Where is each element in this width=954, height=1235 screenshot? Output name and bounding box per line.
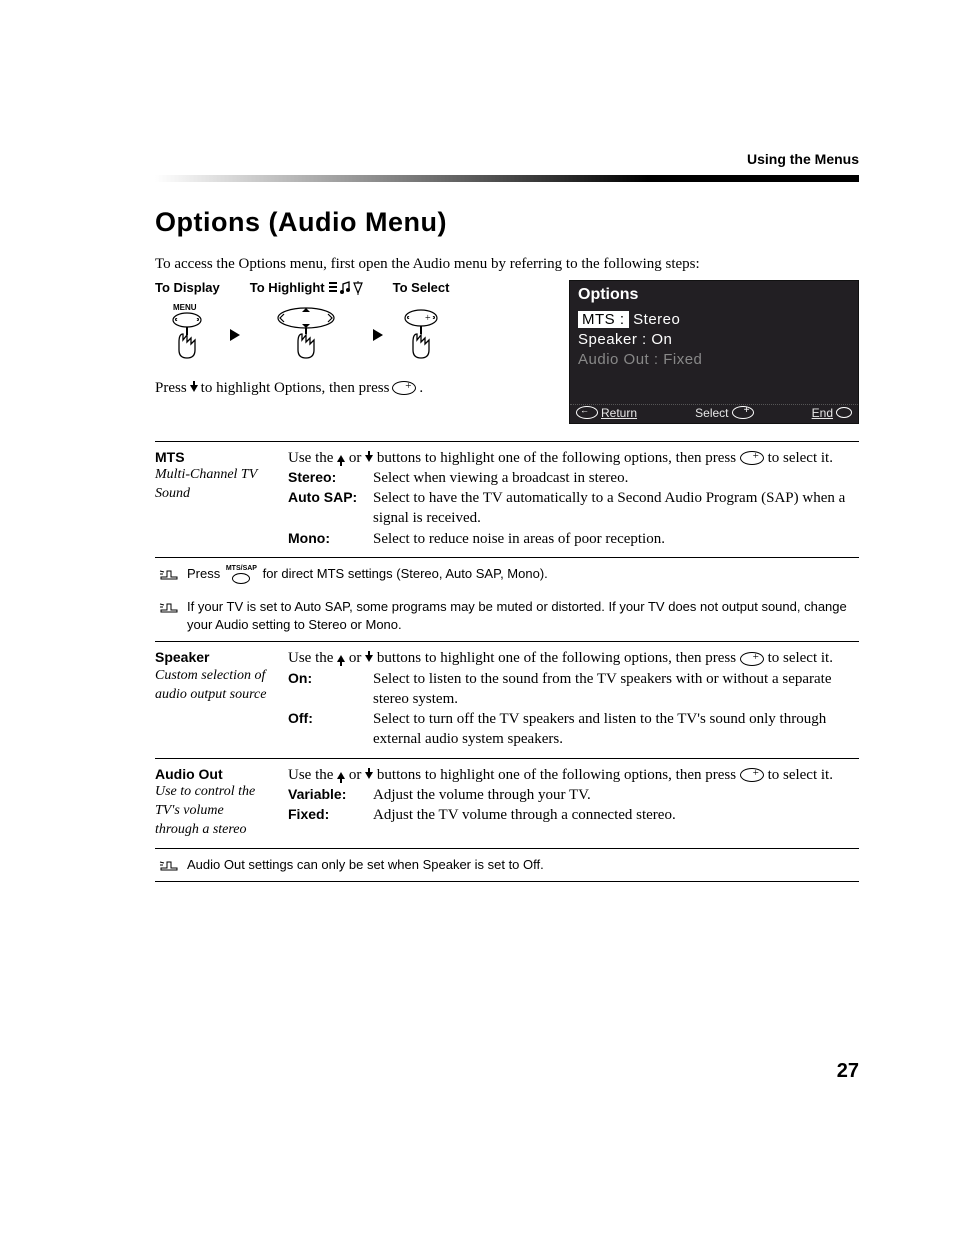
down-arrow-icon (190, 385, 198, 392)
return-icon (576, 406, 598, 419)
note-autosap-warning: If your TV is set to Auto SAP, some prog… (155, 591, 859, 642)
rocker-hand-icon (266, 302, 346, 364)
mts-heading: MTS (155, 448, 270, 467)
osd-select: Select (695, 405, 753, 421)
page-title: Options (Audio Menu) (155, 204, 859, 240)
intro-text: To access the Options menu, first open t… (155, 254, 859, 274)
step-highlight-label: To Highlight (250, 279, 363, 297)
audioout-opt-variable: Variable: Adjust the volume through your… (288, 785, 859, 805)
speaker-opt-on: On: Select to listen to the sound from t… (288, 669, 859, 710)
select-button-icon (392, 381, 416, 395)
up-arrow-icon (337, 455, 345, 462)
manual-page: Using the Menus Options (Audio Menu) To … (0, 0, 954, 1235)
osd-bottom-bar: Return Select End (570, 404, 858, 423)
down-arrow-icon (365, 772, 373, 779)
section-mts: MTS Multi-Channel TV Sound Use the or bu… (155, 441, 859, 557)
mts-subheading: Multi-Channel TV Sound (155, 466, 270, 504)
mts-opt-stereo: Stereo: Select when viewing a broadcast … (288, 468, 859, 488)
note-hand-icon (159, 567, 179, 581)
arrow-icon (230, 323, 240, 347)
osd-row-speaker: Speaker : On (578, 330, 850, 350)
speaker-lead: Use the or buttons to highlight one of t… (288, 648, 859, 668)
step-highlight: To Highlight (250, 279, 363, 365)
header-section-label: Using the Menus (155, 150, 859, 169)
step-select: To Select + (393, 279, 450, 365)
section-audioout: Audio Out Use to control the TV's volume… (155, 758, 859, 849)
arrow-icon (373, 323, 383, 347)
speaker-heading: Speaker (155, 648, 270, 667)
section-speaker: Speaker Custom selection of audio output… (155, 642, 859, 757)
note-hand-icon (159, 600, 179, 614)
up-arrow-icon (337, 772, 345, 779)
mts-lead: Use the or buttons to highlight one of t… (288, 448, 859, 468)
osd-return: Return (576, 405, 637, 421)
osd-title: Options (578, 284, 850, 306)
down-arrow-icon (365, 455, 373, 462)
select-button-icon (740, 768, 764, 782)
note-mts-direct: Press MTS/SAP for direct MTS settings (S… (155, 557, 859, 591)
osd-end: End (812, 405, 852, 421)
audioout-subheading: Use to control the TV's volume through a… (155, 783, 270, 840)
step-display: To Display MENU (155, 279, 220, 365)
audioout-opt-fixed: Fixed: Adjust the TV volume through a co… (288, 805, 859, 825)
note-audioout-condition: Audio Out settings can only be set when … (155, 848, 859, 882)
note-hand-icon (159, 858, 179, 872)
osd-row-audioout: Audio Out : Fixed (578, 350, 850, 370)
step-display-label: To Display (155, 279, 220, 297)
speaker-opt-off: Off: Select to turn off the TV speakers … (288, 709, 859, 750)
mts-sap-button-icon: MTS/SAP (226, 565, 257, 584)
select-icon (732, 406, 754, 419)
audio-menu-icon (329, 279, 363, 297)
end-icon (836, 407, 852, 418)
mts-opt-mono: Mono: Select to reduce noise in areas of… (288, 529, 859, 549)
up-arrow-icon (337, 655, 345, 662)
select-button-icon (740, 451, 764, 465)
osd-row-mts: MTS : Stereo (578, 310, 850, 330)
audioout-heading: Audio Out (155, 765, 270, 784)
press-hand-icon: + (395, 302, 447, 364)
header-gradient-bar (155, 175, 859, 182)
svg-text:MENU: MENU (173, 303, 197, 312)
svg-text:+: + (425, 313, 431, 324)
audioout-lead: Use the or buttons to highlight one of t… (288, 765, 859, 785)
osd-panel: Options MTS : Stereo Speaker : On Audio … (569, 280, 859, 424)
page-number: 27 (837, 1058, 859, 1085)
press-hand-icon: MENU (161, 302, 213, 364)
mts-opt-autosap: Auto SAP: Select to have the TV automati… (288, 488, 859, 529)
down-arrow-icon (365, 655, 373, 662)
select-button-icon (740, 652, 764, 666)
speaker-subheading: Custom selection of audio output source (155, 667, 270, 705)
step-select-label: To Select (393, 279, 450, 297)
